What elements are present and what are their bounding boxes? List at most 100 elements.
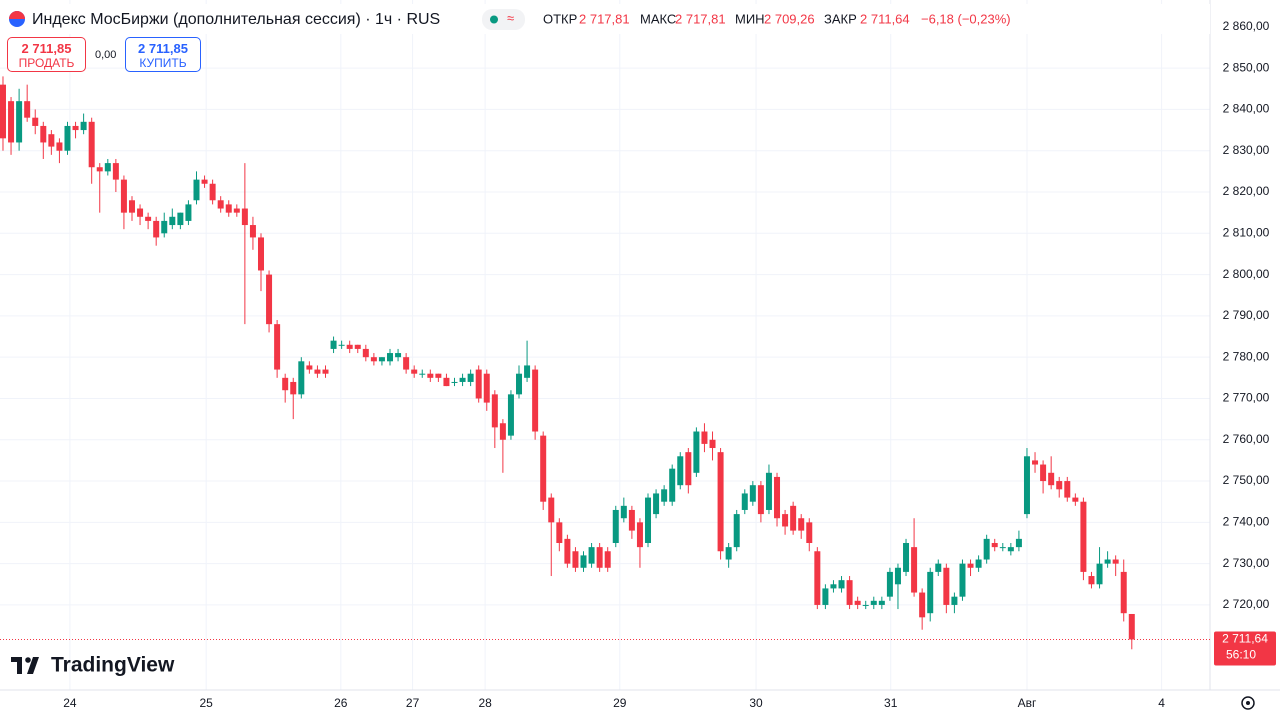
settings-icon[interactable] xyxy=(1241,696,1255,710)
candle-body xyxy=(1072,497,1079,502)
candle-body xyxy=(854,600,861,605)
candle-body xyxy=(790,505,797,531)
y-tick-label: 2 760,00 xyxy=(1223,432,1270,446)
y-tick-label: 2 810,00 xyxy=(1223,225,1270,239)
candle-body xyxy=(919,592,926,618)
change-value: −6,18 (−0,23%) xyxy=(921,11,1011,26)
candle-body xyxy=(72,125,79,131)
candle-body xyxy=(540,435,547,502)
candle-body xyxy=(733,514,740,548)
candle-body xyxy=(943,567,950,605)
candle-body xyxy=(556,522,563,543)
sell-label: ПРОДАТЬ xyxy=(18,56,75,70)
candle-body xyxy=(96,167,103,172)
open-value: 2 717,81 xyxy=(579,11,630,26)
candle-body xyxy=(201,179,208,184)
candle-body xyxy=(362,348,369,358)
candle-body xyxy=(830,584,837,589)
high-value: 2 717,81 xyxy=(675,11,726,26)
candle-body xyxy=(475,369,482,399)
candle-body xyxy=(0,84,6,139)
candle-body xyxy=(903,542,910,572)
candle-body xyxy=(959,563,966,597)
candle-body xyxy=(169,216,176,226)
last-price-label: 2 711,64 xyxy=(1222,632,1268,646)
candle-body xyxy=(427,373,434,378)
y-tick-label: 2 840,00 xyxy=(1223,102,1270,116)
candle-body xyxy=(1104,559,1111,564)
candle-body xyxy=(419,373,426,375)
candle-body xyxy=(983,538,990,560)
candle-body xyxy=(491,394,498,428)
candle-body xyxy=(403,357,410,370)
candle-body xyxy=(217,200,224,209)
candle-body xyxy=(693,431,700,473)
candle-body xyxy=(507,394,514,436)
candle-body xyxy=(64,125,71,151)
candle-body xyxy=(620,505,627,519)
x-tick-label: 29 xyxy=(613,696,627,710)
y-tick-label: 2 730,00 xyxy=(1223,556,1270,570)
candle-body xyxy=(878,600,885,605)
candle-body xyxy=(628,509,635,531)
countdown-label: 56:10 xyxy=(1226,648,1256,662)
sell-button[interactable]: 2 711,85 ПРОДАТЬ xyxy=(7,37,86,72)
candle-body xyxy=(661,489,668,502)
candle-body xyxy=(16,101,23,143)
y-tick-label: 2 770,00 xyxy=(1223,391,1270,405)
candle-body xyxy=(282,377,289,391)
y-tick-label: 2 720,00 xyxy=(1223,597,1270,611)
sell-price: 2 711,85 xyxy=(21,41,72,56)
candle-body xyxy=(209,183,216,201)
candle-body xyxy=(314,369,321,374)
candle-body xyxy=(411,369,418,374)
candle-body xyxy=(153,220,160,238)
candle-body xyxy=(1048,472,1055,486)
status-dot xyxy=(490,15,498,24)
x-tick-label: 24 xyxy=(63,696,77,710)
candle-body xyxy=(862,604,869,606)
candle-body xyxy=(137,208,144,217)
x-tick-label: 27 xyxy=(406,696,420,710)
last-price-box xyxy=(1214,631,1276,666)
candle-body xyxy=(1015,538,1022,548)
buy-button[interactable]: 2 711,85 КУПИТЬ xyxy=(125,37,201,72)
candle-body xyxy=(1088,576,1095,585)
candle-body xyxy=(1023,456,1030,515)
candle-body xyxy=(991,542,998,548)
buy-price: 2 711,85 xyxy=(138,41,188,56)
candle-body xyxy=(370,357,377,362)
candle-body xyxy=(677,456,684,486)
candle-body xyxy=(548,497,555,523)
x-tick-label: 26 xyxy=(334,696,348,710)
candle-body xyxy=(177,212,184,226)
candle-body xyxy=(604,551,611,568)
high-label: МАКС xyxy=(640,11,676,26)
y-tick-label: 2 820,00 xyxy=(1223,184,1270,198)
open-label: ОТКР xyxy=(543,11,577,26)
y-tick-label: 2 850,00 xyxy=(1223,60,1270,74)
candle-body xyxy=(24,101,31,118)
candle-body xyxy=(435,373,442,378)
candle-body xyxy=(806,522,813,543)
candle-body xyxy=(145,216,152,221)
candle-body xyxy=(588,547,595,564)
candle-body xyxy=(725,547,732,560)
candle-body xyxy=(935,563,942,572)
candle-body xyxy=(241,208,248,226)
candle-body xyxy=(1064,481,1071,498)
candle-body xyxy=(290,381,297,395)
candle-body xyxy=(524,365,531,378)
axes: 2 720,00 2 730,00 2 740,00 2 750,00 2 760,00… xyxy=(0,19,1276,710)
candle-body xyxy=(1040,464,1047,482)
candle-body xyxy=(193,179,200,201)
candle-body xyxy=(40,125,47,143)
candle-body xyxy=(572,551,579,568)
buy-label: КУПИТЬ xyxy=(139,56,187,70)
y-tick-label: 2 800,00 xyxy=(1223,267,1270,281)
brand-logo: TradingView xyxy=(11,654,175,677)
candle-body xyxy=(395,353,402,358)
candle-body xyxy=(378,357,385,362)
candle-body xyxy=(1080,501,1087,572)
candle-body xyxy=(580,555,587,568)
